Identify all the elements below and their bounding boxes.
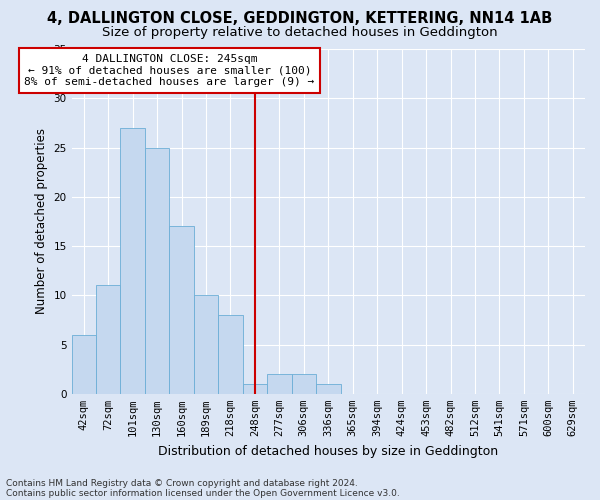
Bar xyxy=(145,148,169,394)
Bar xyxy=(121,128,145,394)
Text: 4, DALLINGTON CLOSE, GEDDINGTON, KETTERING, NN14 1AB: 4, DALLINGTON CLOSE, GEDDINGTON, KETTERI… xyxy=(47,11,553,26)
Bar xyxy=(71,334,96,394)
Bar xyxy=(316,384,341,394)
Bar xyxy=(243,384,267,394)
Bar xyxy=(96,286,121,394)
Bar xyxy=(292,374,316,394)
Text: Contains public sector information licensed under the Open Government Licence v3: Contains public sector information licen… xyxy=(6,488,400,498)
X-axis label: Distribution of detached houses by size in Geddington: Distribution of detached houses by size … xyxy=(158,444,499,458)
Text: Size of property relative to detached houses in Geddington: Size of property relative to detached ho… xyxy=(102,26,498,39)
Bar xyxy=(169,226,194,394)
Text: Contains HM Land Registry data © Crown copyright and database right 2024.: Contains HM Land Registry data © Crown c… xyxy=(6,478,358,488)
Bar xyxy=(267,374,292,394)
Text: 4 DALLINGTON CLOSE: 245sqm
← 91% of detached houses are smaller (100)
8% of semi: 4 DALLINGTON CLOSE: 245sqm ← 91% of deta… xyxy=(24,54,314,87)
Bar xyxy=(194,296,218,394)
Y-axis label: Number of detached properties: Number of detached properties xyxy=(35,128,48,314)
Bar xyxy=(218,315,243,394)
